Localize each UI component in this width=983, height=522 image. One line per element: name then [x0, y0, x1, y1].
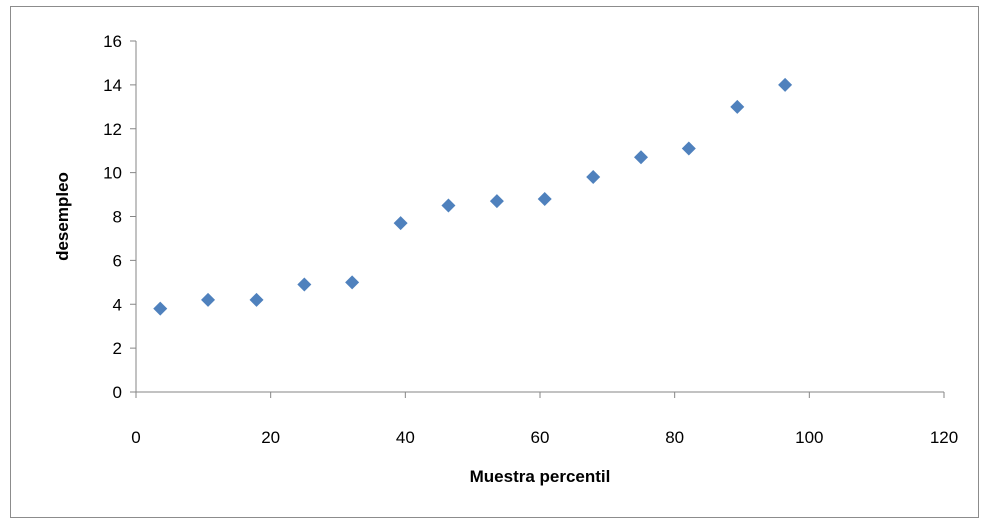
- y-tick-label: 0: [113, 383, 122, 402]
- data-point: [730, 99, 745, 114]
- y-tick-label: 10: [103, 164, 122, 183]
- data-points: [153, 77, 793, 316]
- data-point: [297, 277, 312, 292]
- x-tick-label: 40: [396, 428, 415, 447]
- data-point: [634, 150, 648, 165]
- data-point: [537, 191, 552, 206]
- data-point: [153, 301, 168, 316]
- y-tick-label: 12: [103, 120, 122, 139]
- data-point: [393, 216, 408, 231]
- y-tick-label: 4: [113, 295, 122, 314]
- x-tick-label: 60: [531, 428, 550, 447]
- x-tick-label: 80: [665, 428, 684, 447]
- data-point: [201, 292, 216, 307]
- y-tick-label: 16: [103, 32, 122, 51]
- y-tick-label: 2: [113, 339, 122, 358]
- data-point: [441, 198, 456, 213]
- data-point: [249, 292, 264, 307]
- x-tick-label: 120: [930, 428, 958, 447]
- x-tick-label: 0: [131, 428, 140, 447]
- y-tick-label: 6: [113, 251, 122, 270]
- data-point: [345, 275, 360, 290]
- y-axis-title: desempleo: [53, 172, 72, 261]
- data-point: [489, 194, 504, 209]
- tick-labels: 0 2 4 6 8 10 12 14 16 0 20 40 60 80 100 120: [103, 32, 958, 447]
- x-tick-label: 20: [261, 428, 280, 447]
- x-tick-label: 100: [795, 428, 823, 447]
- y-tick-label: 14: [103, 76, 122, 95]
- y-tick-label: 8: [113, 208, 122, 227]
- chart-area: [10, 6, 979, 518]
- x-axis-title: Muestra percentil: [470, 467, 611, 486]
- axes: [130, 40, 945, 398]
- data-point: [681, 141, 696, 156]
- data-point: [586, 170, 601, 185]
- data-point: [778, 77, 793, 92]
